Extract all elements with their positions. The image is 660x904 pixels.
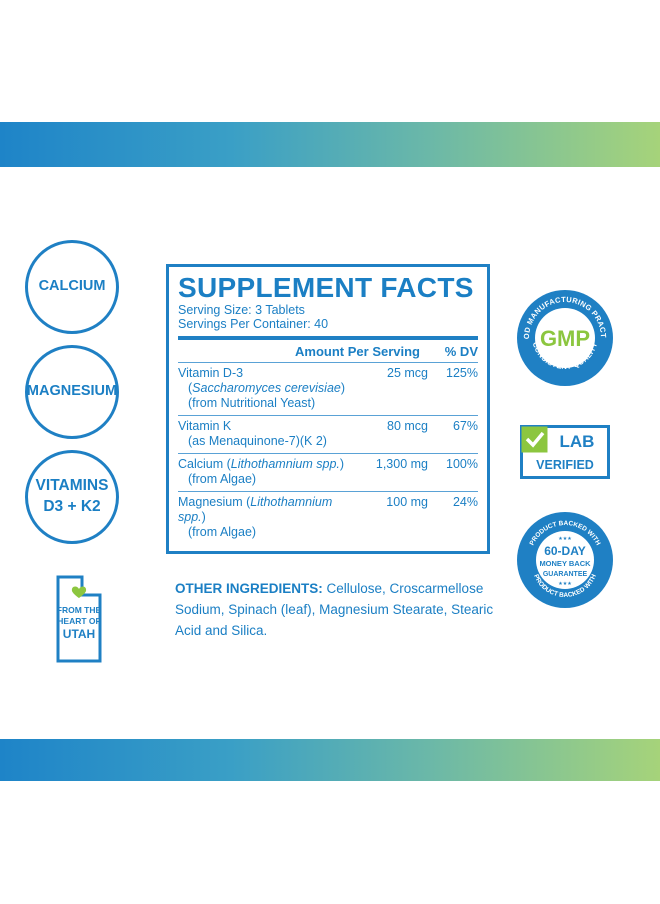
nutrient-dv: 125% bbox=[446, 366, 478, 380]
gmp-seal-badge: GOOD MANUFACTURING PRACTICE CONSISTENT Q… bbox=[515, 288, 613, 386]
nutrient-source: (from Algae) bbox=[188, 472, 257, 486]
nutrient-amount: 100 mg bbox=[386, 495, 428, 509]
top-gradient-band bbox=[0, 122, 660, 167]
lab-verified-badge: LAB VERIFIED bbox=[520, 425, 610, 479]
nutrient-source-italic: Saccharomyces cerevisiae bbox=[192, 381, 341, 395]
nutrient-dv: 100% bbox=[446, 457, 478, 471]
amount-header: Amount Per Serving bbox=[295, 343, 420, 359]
utah-line1: FROM THE bbox=[57, 605, 102, 615]
nutrient-amount: 25 mcg bbox=[387, 366, 428, 380]
guarantee-days: 60-DAY bbox=[544, 544, 586, 558]
calcium-label: CALCIUM bbox=[38, 278, 106, 295]
other-ingredients: OTHER INGREDIENTS: Cellulose, Croscarmel… bbox=[175, 578, 495, 641]
dv-header: % DV bbox=[444, 343, 478, 359]
guarantee-money-back: MONEY BACK bbox=[539, 559, 591, 568]
magnesium-circle-badge: MAGNESIUM bbox=[25, 345, 119, 439]
money-back-guarantee-badge: PRODUCT BACKED WITH PRODUCT BACKED WITH … bbox=[517, 512, 613, 608]
nutrient-dv: 67% bbox=[452, 419, 478, 433]
nutrient-amount: 80 mcg bbox=[387, 419, 428, 433]
nutrient-source: (as Menaquinone-7)(K 2) bbox=[188, 434, 327, 448]
other-ingredients-label: OTHER INGREDIENTS: bbox=[175, 581, 323, 596]
serving-size: Serving Size: 3 Tablets bbox=[178, 303, 305, 317]
nutrient-name: Vitamin K bbox=[178, 419, 232, 433]
magnesium-label: MAGNESIUM bbox=[26, 383, 118, 400]
utah-line2: HEART OF bbox=[57, 616, 100, 626]
nutrient-dv: 24% bbox=[452, 495, 478, 509]
stars-top: ★★★ bbox=[558, 536, 572, 542]
heart-icon bbox=[71, 586, 87, 598]
calcium-circle-badge: CALCIUM bbox=[25, 240, 119, 334]
nutrient-source: (from Algae) bbox=[188, 525, 257, 539]
gmp-center-text: GMP bbox=[540, 326, 590, 351]
nutrient-amount: 1,300 mg bbox=[375, 457, 428, 471]
guarantee-word: GUARANTEE bbox=[543, 571, 588, 578]
nutrient-name: Vitamin D-3 bbox=[178, 366, 244, 380]
vitamins-sub-label: D3 + K2 bbox=[43, 498, 101, 515]
table-row: Calcium (Lithothamnium spp.) (from Algae… bbox=[178, 454, 478, 491]
nutrient-name: Calcium (Lithothamnium spp.) bbox=[178, 457, 345, 471]
verified-text: VERIFIED bbox=[536, 458, 594, 472]
vitamins-label: VITAMINS bbox=[35, 477, 109, 495]
servings-per-container: Servings Per Container: 40 bbox=[178, 317, 329, 331]
supplement-facts-panel: SUPPLEMENT FACTS Serving Size: 3 Tablets… bbox=[166, 264, 490, 554]
facts-header-row: Amount Per Serving % DV bbox=[178, 340, 478, 362]
other-ingredients-text: Cellulose, Croscarmellose Sodium, Spinac… bbox=[175, 581, 494, 638]
table-row: Magnesium (Lithothamnium spp.) (from Alg… bbox=[178, 492, 478, 544]
stars-bottom: ★★★ bbox=[558, 581, 572, 587]
lab-text: LAB bbox=[560, 432, 595, 451]
nutrient-name: Magnesium (Lithothamnium spp.) bbox=[178, 495, 333, 524]
vitamins-circle-badge: VITAMINS D3 + K2 bbox=[25, 450, 119, 544]
bottom-gradient-band bbox=[0, 739, 660, 781]
nutrient-source: (from Nutritional Yeast) bbox=[188, 396, 316, 410]
table-row: Vitamin D-3 (Saccharomyces cerevisiae) (… bbox=[178, 366, 478, 410]
thick-divider bbox=[178, 336, 478, 340]
checkmark-icon bbox=[525, 431, 545, 448]
utah-state-badge: FROM THE HEART OF UTAH bbox=[56, 575, 102, 663]
table-row: Vitamin K (as Menaquinone-7)(K 2) 80 mcg… bbox=[178, 416, 478, 453]
utah-line3: UTAH bbox=[63, 627, 95, 641]
facts-title: SUPPLEMENT FACTS bbox=[178, 272, 474, 303]
